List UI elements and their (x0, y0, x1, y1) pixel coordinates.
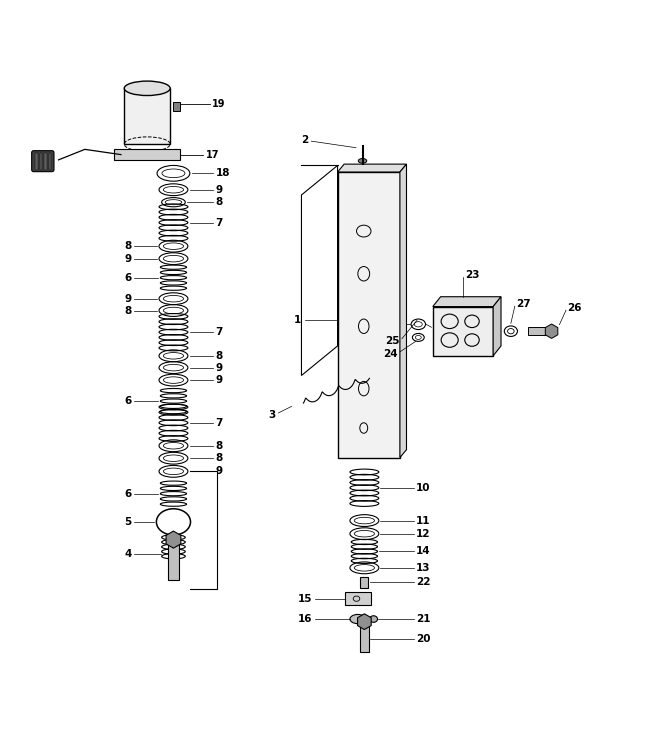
Text: 15: 15 (298, 594, 312, 604)
Text: 21: 21 (416, 614, 431, 624)
Text: 6: 6 (124, 396, 132, 406)
Bar (115, 149, 180, 160)
Text: 8: 8 (215, 198, 222, 207)
Text: 8: 8 (124, 241, 132, 251)
Text: 9: 9 (124, 294, 132, 303)
FancyBboxPatch shape (32, 151, 54, 172)
Polygon shape (493, 297, 501, 356)
Ellipse shape (358, 158, 367, 163)
Bar (359, 626, 369, 652)
Text: 14: 14 (416, 547, 431, 556)
Text: 9: 9 (215, 466, 222, 476)
Bar (168, 544, 179, 581)
Text: 20: 20 (416, 634, 431, 644)
Ellipse shape (369, 616, 377, 623)
Text: 4: 4 (124, 549, 132, 559)
Polygon shape (400, 164, 406, 457)
Text: 7: 7 (215, 418, 223, 428)
Polygon shape (357, 614, 371, 629)
Text: 12: 12 (416, 529, 431, 538)
Bar (44, 152, 47, 170)
Text: 19: 19 (212, 99, 225, 110)
Polygon shape (338, 164, 406, 172)
Text: 25: 25 (385, 336, 400, 345)
Text: 10: 10 (416, 483, 431, 493)
Text: 6: 6 (124, 489, 132, 499)
Ellipse shape (124, 81, 170, 95)
Text: 7: 7 (215, 327, 223, 337)
Text: 8: 8 (215, 351, 222, 360)
Text: 18: 18 (215, 168, 230, 178)
Text: 23: 23 (465, 270, 479, 280)
Text: 9: 9 (215, 363, 222, 372)
Text: 8: 8 (215, 453, 222, 463)
Text: 6: 6 (124, 273, 132, 282)
Bar (528, 327, 551, 335)
Polygon shape (545, 324, 558, 339)
Polygon shape (345, 592, 371, 605)
Text: 22: 22 (416, 578, 431, 587)
Text: 8: 8 (215, 441, 222, 451)
Bar (49, 152, 52, 170)
Text: 26: 26 (567, 303, 582, 313)
Ellipse shape (350, 614, 365, 623)
Bar (360, 577, 368, 588)
Text: 24: 24 (383, 348, 397, 359)
Text: 2: 2 (301, 135, 308, 145)
Bar (173, 102, 180, 111)
Bar (338, 172, 400, 457)
Bar (124, 89, 170, 144)
Polygon shape (433, 297, 501, 306)
Text: 1: 1 (294, 315, 301, 325)
Bar (40, 152, 42, 170)
Polygon shape (166, 531, 181, 548)
Text: 17: 17 (207, 149, 220, 160)
Text: 13: 13 (416, 562, 431, 573)
Text: 8: 8 (124, 306, 132, 315)
Text: 3: 3 (268, 410, 275, 420)
Text: 16: 16 (298, 614, 312, 624)
Text: 9: 9 (215, 185, 222, 195)
Text: 27: 27 (516, 299, 531, 309)
Text: 11: 11 (416, 516, 431, 526)
Bar (35, 152, 38, 170)
Text: 9: 9 (215, 375, 222, 385)
Text: 9: 9 (124, 254, 132, 264)
Bar (433, 306, 493, 356)
Text: 5: 5 (124, 517, 132, 527)
Text: 7: 7 (215, 218, 223, 228)
